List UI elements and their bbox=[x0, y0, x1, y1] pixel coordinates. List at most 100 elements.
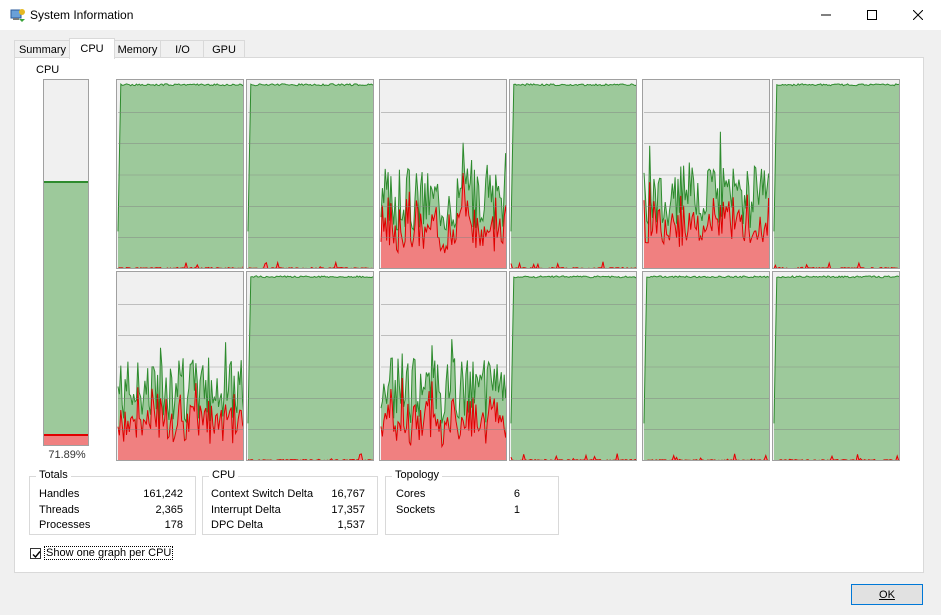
usage-area bbox=[248, 275, 373, 460]
usage-area bbox=[774, 83, 899, 268]
usage-area bbox=[511, 275, 636, 460]
cpu-core-graph bbox=[642, 79, 770, 269]
kernel-line bbox=[117, 383, 243, 444]
sockets-label: Sockets bbox=[396, 504, 436, 516]
cpu-total-graph bbox=[43, 79, 89, 446]
minimize-icon bbox=[821, 14, 831, 16]
cpu-core-graph bbox=[509, 79, 637, 269]
usage-area bbox=[248, 83, 373, 268]
close-icon bbox=[913, 10, 923, 20]
tab-cpu[interactable]: CPU bbox=[69, 38, 115, 59]
cpu-core-plot bbox=[247, 83, 373, 268]
cpu-core-plot bbox=[247, 275, 373, 460]
cores-label: Cores bbox=[396, 488, 426, 500]
usage-line bbox=[510, 83, 636, 232]
cpu-core-plot bbox=[510, 83, 636, 268]
usage-line bbox=[380, 142, 506, 232]
one-graph-per-cpu-label[interactable]: Show one graph per CPU bbox=[44, 546, 174, 560]
one-graph-per-cpu-option[interactable]: Show one graph per CPU bbox=[30, 546, 174, 560]
handles-value: 161,242 bbox=[143, 488, 183, 500]
cpu-total-percent: 71.89% bbox=[48, 449, 86, 461]
kernel-area bbox=[511, 453, 636, 460]
kernel-area bbox=[644, 182, 769, 268]
usage-line bbox=[773, 83, 899, 232]
context-switch-delta-label: Context Switch Delta bbox=[211, 488, 314, 500]
usage-line bbox=[247, 275, 373, 424]
cpu-core-graph bbox=[379, 271, 507, 461]
tab-io[interactable]: I/O bbox=[160, 40, 205, 58]
handles-label: Handles bbox=[39, 488, 80, 500]
maximize-button[interactable] bbox=[849, 0, 895, 30]
system-info-icon bbox=[10, 7, 26, 23]
cpu-stats-title: CPU bbox=[209, 469, 239, 481]
cpu-core-plot bbox=[117, 303, 243, 460]
cpu-core-graph bbox=[379, 79, 507, 269]
usage-line bbox=[643, 275, 769, 424]
kernel-area bbox=[381, 173, 506, 268]
kernel-line bbox=[778, 454, 899, 460]
tab-gpu[interactable]: GPU bbox=[203, 40, 245, 58]
kernel-line bbox=[510, 261, 636, 268]
usage-area bbox=[774, 275, 899, 460]
cpu-core-plot bbox=[510, 275, 636, 460]
usage-line bbox=[380, 339, 506, 424]
maximize-icon bbox=[867, 10, 877, 20]
cpu-stats-group: CPU bbox=[202, 469, 378, 535]
cpu-core-graph bbox=[246, 271, 374, 461]
kernel-area bbox=[381, 378, 506, 460]
cpu-core-plot bbox=[380, 111, 506, 268]
cpu-core-plot bbox=[773, 275, 899, 460]
close-button[interactable] bbox=[895, 0, 941, 30]
cores-value: 6 bbox=[513, 488, 520, 500]
cpu-core-plot bbox=[643, 275, 769, 460]
kernel-line bbox=[380, 173, 506, 255]
cpu-total-label: CPU bbox=[36, 64, 60, 76]
kernel-line bbox=[643, 182, 769, 247]
window-title: System Information bbox=[30, 8, 134, 22]
cpu-core-graph bbox=[772, 79, 900, 269]
processes-label: Processes bbox=[39, 519, 91, 531]
tab-memory[interactable]: Memory bbox=[113, 40, 162, 58]
cpu-usage-fill bbox=[44, 181, 88, 445]
usage-area bbox=[511, 83, 636, 268]
dpc-delta-value: 1,537 bbox=[337, 519, 365, 531]
cpu-core-plot bbox=[380, 303, 506, 460]
kernel-line bbox=[510, 453, 636, 460]
tab-summary[interactable]: Summary bbox=[14, 40, 71, 58]
title-bar: System Information bbox=[0, 0, 941, 30]
topology-group: Topology bbox=[385, 469, 559, 535]
kernel-line bbox=[380, 377, 506, 449]
usage-line bbox=[510, 275, 636, 424]
minimize-button[interactable] bbox=[803, 0, 849, 30]
kernel-area bbox=[118, 383, 243, 460]
cpu-core-graph bbox=[116, 79, 244, 269]
cpu-core-graph bbox=[116, 271, 244, 461]
topology-title: Topology bbox=[392, 469, 443, 481]
cpu-core-graph bbox=[509, 271, 637, 461]
one-graph-per-cpu-checkbox[interactable] bbox=[30, 547, 41, 559]
checkmark-icon bbox=[32, 550, 41, 558]
cpu-core-graph bbox=[642, 271, 770, 461]
cpu-core-graph bbox=[772, 271, 900, 461]
cpu-core-plot bbox=[773, 83, 899, 268]
dpc-delta-label: DPC Delta bbox=[211, 519, 263, 531]
usage-line bbox=[117, 83, 243, 232]
processes-value: 178 bbox=[164, 519, 183, 531]
usage-line bbox=[117, 342, 243, 424]
sockets-value: 1 bbox=[513, 504, 520, 516]
usage-line bbox=[247, 83, 373, 232]
usage-line bbox=[643, 131, 769, 228]
ok-button[interactable]: OK bbox=[851, 584, 923, 605]
threads-label: Threads bbox=[39, 504, 80, 516]
interrupt-delta-label: Interrupt Delta bbox=[211, 504, 281, 516]
usage-area bbox=[118, 83, 243, 268]
kernel-line bbox=[646, 453, 769, 460]
cpu-core-plot bbox=[643, 111, 769, 268]
cpu-core-plot bbox=[117, 83, 243, 268]
context-switch-delta-value: 16,767 bbox=[331, 488, 365, 500]
interrupt-delta-value: 17,357 bbox=[331, 504, 365, 516]
totals-title: Totals bbox=[36, 469, 71, 481]
threads-value: 2,365 bbox=[155, 504, 183, 516]
usage-line bbox=[773, 275, 899, 424]
usage-area bbox=[644, 275, 769, 460]
